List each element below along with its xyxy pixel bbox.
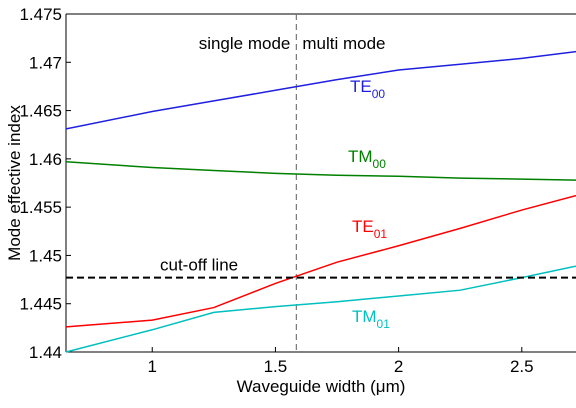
series-subscript: 00 bbox=[372, 87, 386, 101]
series-line bbox=[65, 194, 576, 328]
y-axis-title: Mode effective index bbox=[5, 105, 24, 261]
y-tick-label: 1.45 bbox=[29, 246, 62, 265]
series-label: TM01 bbox=[352, 307, 390, 331]
x-tick-label: 2 bbox=[394, 357, 403, 376]
x-tick-label: 1 bbox=[147, 357, 156, 376]
y-tick-label: 1.455 bbox=[19, 198, 62, 217]
series-subscript: 01 bbox=[377, 317, 391, 331]
x-tick-label: 2.5 bbox=[510, 357, 534, 376]
cutoff-label: cut-off line bbox=[160, 256, 238, 275]
multi-mode-label: multi mode bbox=[302, 34, 385, 53]
series-subscript: 01 bbox=[374, 227, 388, 241]
series-label: TE00 bbox=[350, 77, 385, 101]
x-tick-label: 1.5 bbox=[264, 357, 288, 376]
x-axis-title: Waveguide width (μm) bbox=[237, 377, 406, 396]
series-name: TM bbox=[352, 307, 377, 326]
series-name: TE bbox=[352, 217, 374, 236]
series-subscript: 00 bbox=[373, 157, 387, 171]
y-tick-label: 1.46 bbox=[29, 150, 62, 169]
single-mode-label: single mode bbox=[199, 34, 291, 53]
y-tick-label: 1.47 bbox=[29, 53, 62, 72]
series-line bbox=[65, 161, 576, 181]
y-tick-label: 1.445 bbox=[19, 295, 62, 314]
y-tick-label: 1.44 bbox=[29, 343, 62, 362]
y-tick-label: 1.475 bbox=[19, 5, 62, 24]
y-tick-label: 1.465 bbox=[19, 102, 62, 121]
series-line bbox=[65, 50, 576, 130]
series-line bbox=[65, 265, 576, 353]
series-label: TE01 bbox=[352, 217, 387, 241]
series-name: TE bbox=[350, 77, 372, 96]
series-label: TM00 bbox=[348, 147, 386, 171]
series-name: TM bbox=[348, 147, 373, 166]
